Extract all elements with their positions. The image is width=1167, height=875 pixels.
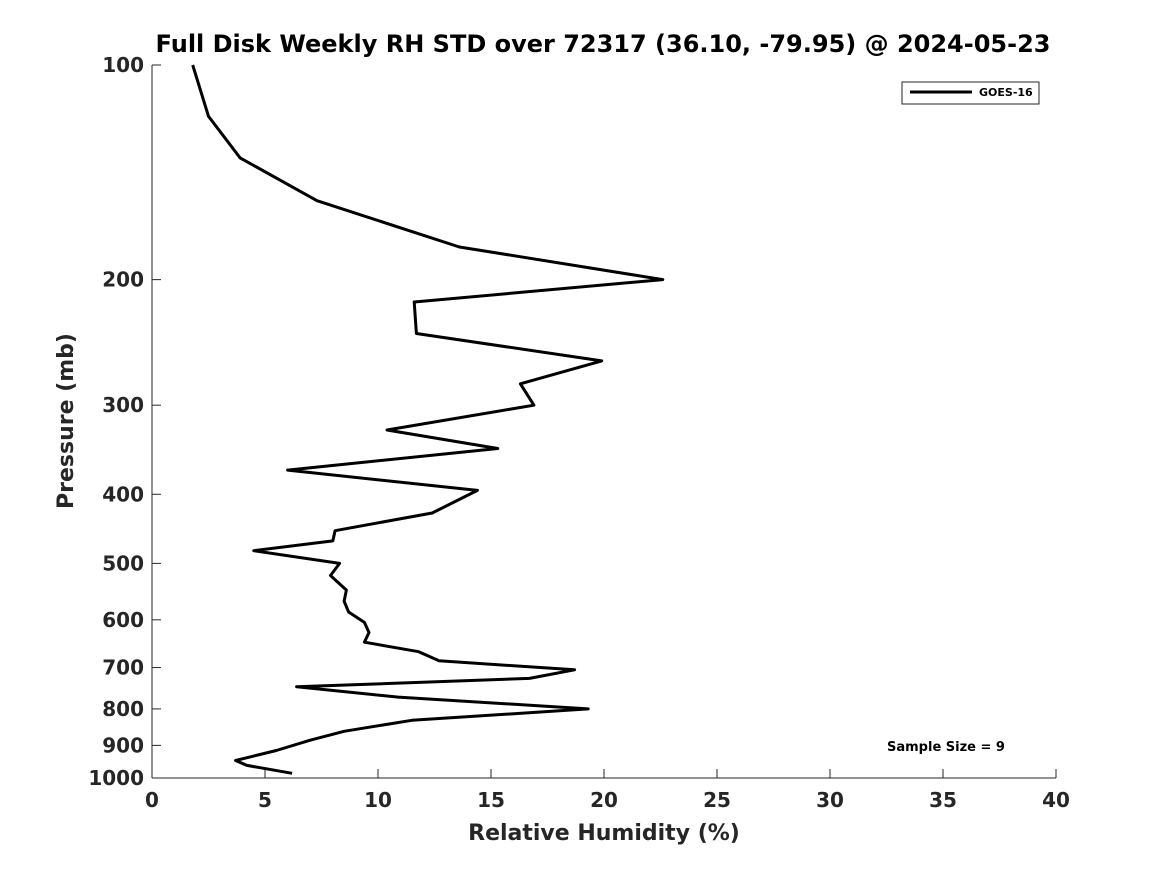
- y-tick-label: 900: [102, 733, 144, 757]
- y-tick-label: 300: [102, 393, 144, 417]
- x-tick-label: 30: [816, 788, 844, 812]
- x-tick-label: 35: [929, 788, 957, 812]
- y-tick-label: 200: [102, 268, 144, 292]
- x-axis-ticks: 0 5 10 15 20 25 30 35 40: [145, 769, 1070, 812]
- y-tick-label: 1000: [88, 766, 144, 790]
- sample-size-annotation: Sample Size = 9: [887, 740, 1005, 755]
- series-line-goes-16: [191, 64, 665, 775]
- y-tick-label: 400: [102, 482, 144, 506]
- y-axis-label: Pressure (mb): [54, 333, 79, 509]
- y-tick-label: 500: [102, 551, 144, 575]
- series-layer: [191, 64, 665, 775]
- y-tick-label: 100: [102, 53, 144, 77]
- y-tick-label: 600: [102, 608, 144, 632]
- legend-label-goes-16: GOES-16: [979, 86, 1033, 99]
- y-tick-label: 800: [102, 697, 144, 721]
- x-tick-label: 25: [703, 788, 731, 812]
- x-tick-label: 0: [145, 788, 159, 812]
- y-tick-label: 700: [102, 656, 144, 680]
- plot-area: [151, 65, 1056, 779]
- x-tick-label: 15: [477, 788, 505, 812]
- x-axis-label: Relative Humidity (%): [468, 821, 740, 846]
- x-tick-label: 5: [258, 788, 272, 812]
- x-tick-label: 10: [364, 788, 392, 812]
- x-tick-label: 20: [590, 788, 618, 812]
- y-axis-ticks: 100 200 300 400 500 600 700 800 900 1000: [88, 53, 161, 790]
- legend: GOES-16: [901, 81, 1040, 105]
- chart-title: Full Disk Weekly RH STD over 72317 (36.1…: [156, 30, 1051, 58]
- x-tick-label: 40: [1042, 788, 1070, 812]
